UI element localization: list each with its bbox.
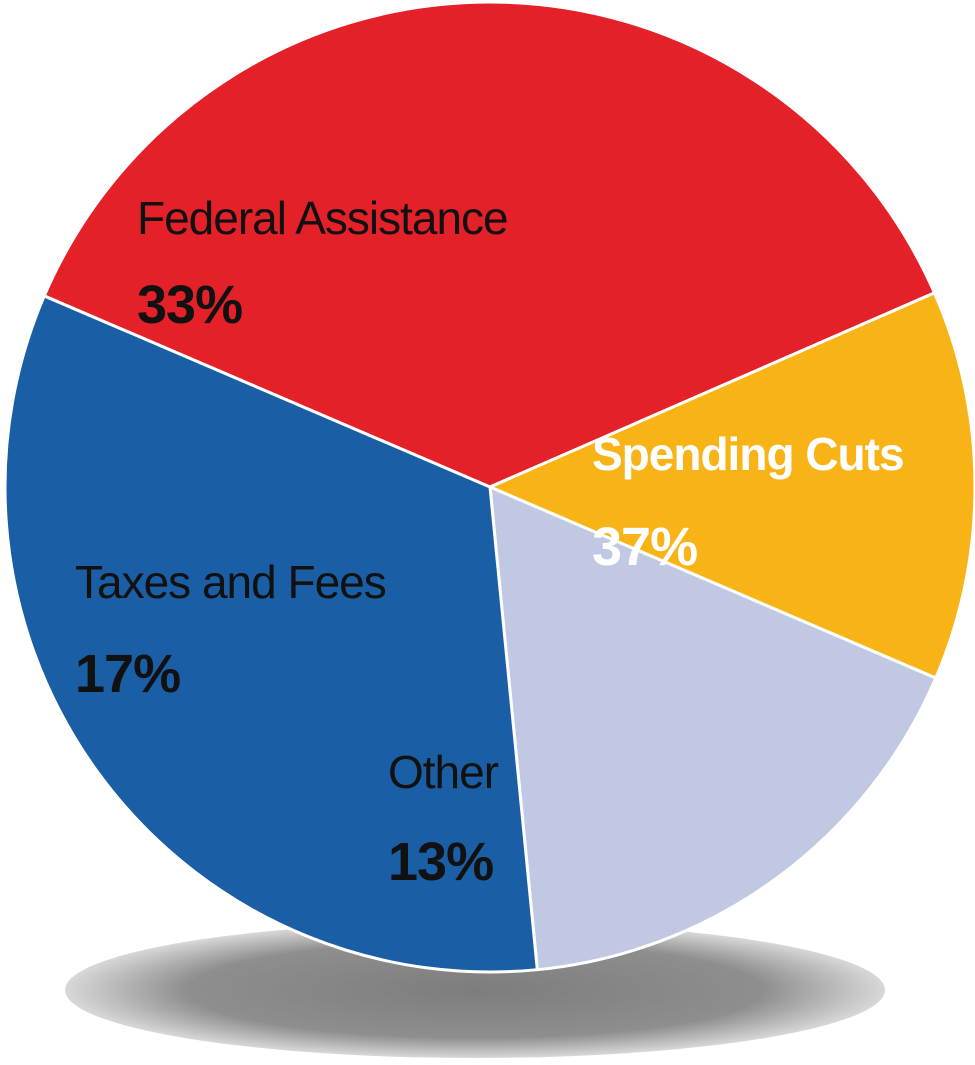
slice-value-other: 13% [388,832,493,892]
slice-label-taxes-and-fees: Taxes and Fees [75,556,386,608]
slice-label-other: Other [388,746,499,798]
pie-slice-federal-assistance [3,294,539,974]
slice-value-taxes-and-fees: 17% [75,644,180,704]
pie-slice-taxes-and-fees [488,485,938,972]
pie-labels: Spending Cuts 37% Other 13% Taxes and Fees 17… [75,192,905,892]
pie-shadow [65,922,885,1058]
pie-slices [3,0,975,974]
slice-value-federal-assistance: 33% [137,275,242,335]
slice-label-federal-assistance: Federal Assistance [137,192,508,244]
slice-label-spending-cuts: Spending Cuts [592,428,904,480]
pie-slice-spending-cuts [42,0,936,489]
slice-value-spending-cuts: 37% [592,517,697,577]
